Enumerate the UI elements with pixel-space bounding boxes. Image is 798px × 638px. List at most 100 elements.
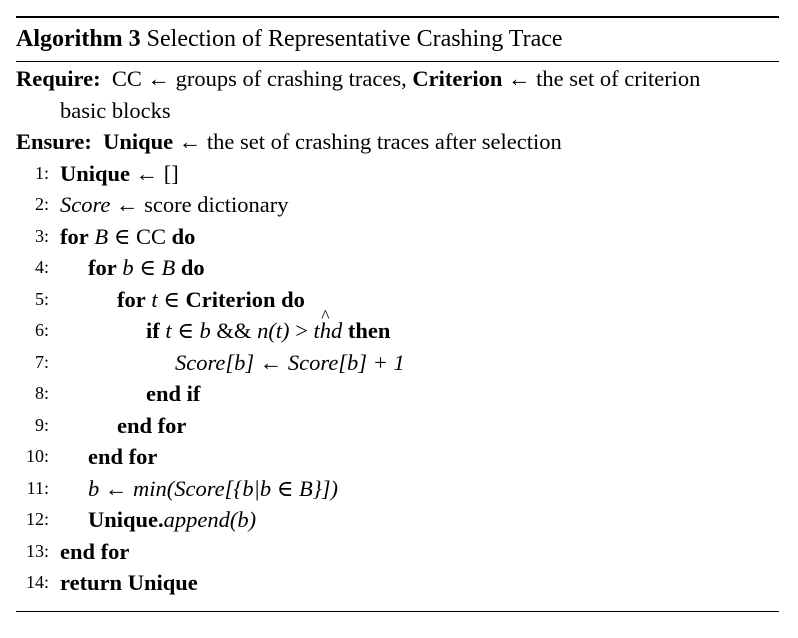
op-in: ∈: [133, 255, 162, 280]
algorithm-title: Selection of Representative Crashing Tra…: [146, 26, 563, 52]
var-t: t: [165, 318, 172, 343]
op-in: ∈: [171, 318, 200, 343]
code-line-14: 14: return Unique: [16, 567, 779, 599]
line-number: 13:: [25, 540, 49, 561]
threshold-h-hat: ^ h: [319, 306, 332, 347]
keyword-if: if: [146, 318, 160, 343]
keyword-for: for: [88, 255, 117, 280]
require-text-a: CC ← groups of crashing traces,: [111, 66, 413, 91]
in-cc: ∈ CC: [108, 223, 172, 249]
var-score: Score: [60, 192, 111, 217]
keyword-end-for: end for: [117, 412, 187, 438]
require-text-b: ← the set of criterion: [502, 66, 701, 91]
line-number: 12:: [25, 509, 49, 529]
code-line-12: 12: Unique.append(b): [16, 504, 779, 536]
threshold-h: h: [319, 318, 332, 343]
top-rule: [16, 16, 779, 18]
keyword-for: for: [117, 286, 146, 312]
line-number: 10:: [25, 446, 49, 466]
code-text: end if: [146, 378, 200, 410]
code-text: end for: [88, 441, 157, 473]
ensure-text: ← the set of crashing traces after selec…: [173, 129, 562, 154]
ensure-clause: Ensure: Unique ← the set of crashing tra…: [16, 126, 779, 158]
line-number: 7:: [34, 351, 49, 372]
op-gt: >: [289, 318, 314, 343]
code-text: Unique ← []: [60, 158, 179, 190]
code-text: b ← min(Score[{b|b ∈ B}]): [88, 473, 338, 505]
var-unique: Unique.: [88, 507, 164, 532]
algorithm-box: Algorithm 3 Selection of Representative …: [16, 16, 779, 599]
threshold-d: d: [331, 318, 343, 343]
code-text: Unique.append(b): [88, 504, 256, 536]
code-line-10: 10: end for: [16, 441, 779, 473]
var-b: b: [122, 255, 134, 280]
line-number: 14:: [25, 572, 49, 592]
code-text: end for: [60, 536, 129, 568]
algorithm-caption: Algorithm 3 Selection of Representative …: [16, 18, 779, 61]
var-threshold: t ^ hd: [313, 306, 343, 343]
keyword-return: return: [60, 570, 123, 595]
code-line-7: 7: Score[b] ← Score[b] + 1: [16, 347, 779, 379]
assign-dict: ← score dictionary: [110, 192, 289, 217]
code-line-13: 13: end for: [16, 536, 779, 568]
score-increment: Score[b] ← Score[b] + 1: [175, 349, 405, 375]
code-text: end for: [117, 410, 186, 442]
keyword-do: do: [180, 255, 205, 280]
line-number: 5:: [34, 288, 49, 309]
code-line-2: 2: Score ← score dictionary: [16, 189, 779, 221]
code-line-3: 3: for B ∈ CC do: [16, 221, 779, 253]
var-b: b: [199, 318, 211, 343]
min-selection: b ← min(Score[{b|b ∈ B}]): [88, 475, 338, 501]
require-continuation: basic blocks: [60, 97, 171, 123]
code-line-4: 4: for b ∈ B do: [16, 252, 779, 284]
code-text: for B ∈ CC do: [60, 221, 195, 253]
code-text: for b ∈ B do: [88, 252, 205, 284]
keyword-end-if: end if: [146, 381, 201, 406]
keyword-then: then: [347, 318, 391, 343]
keyword-do: do: [171, 223, 196, 249]
line-number: 3:: [34, 225, 49, 246]
var-unique: Unique: [60, 160, 131, 186]
line-number: 11:: [26, 477, 49, 498]
line-number: 4:: [34, 257, 49, 277]
hat-accent: ^: [321, 306, 330, 326]
var-B: B: [161, 255, 176, 280]
line-number: 9:: [34, 414, 49, 435]
code-line-5: 5: for t ∈ Criterion do: [16, 284, 779, 316]
var-unique: Unique: [122, 570, 198, 595]
algorithm-label: Algorithm 3: [16, 26, 141, 52]
keyword-end-for: end for: [88, 444, 158, 469]
code-text: for t ∈ Criterion do: [117, 284, 305, 316]
code-text: Score[b] ← Score[b] + 1: [175, 347, 405, 379]
line-number: 1:: [34, 162, 49, 183]
op-and: &&: [210, 318, 258, 343]
threshold-t: t: [313, 318, 320, 343]
caption-rule: [16, 61, 779, 62]
line-number: 6:: [34, 320, 49, 340]
require-criterion: Criterion: [412, 66, 503, 91]
op-in: ∈: [157, 286, 186, 312]
code-line-11: 11: b ← min(Score[{b|b ∈ B}]): [16, 473, 779, 505]
assign-empty: ← []: [130, 160, 179, 186]
expr-n-of-t: n(t): [257, 318, 290, 343]
code-line-1: 1: Unique ← []: [16, 158, 779, 190]
code-text: if t ∈ b && n(t) > t ^ hd then: [146, 306, 391, 347]
keyword-for: for: [60, 223, 89, 249]
require-clause: Require: CC ← groups of crashing traces,…: [16, 63, 779, 126]
var-t: t: [151, 286, 158, 312]
append-call: append(b): [163, 507, 257, 532]
var-criterion: Criterion: [185, 286, 276, 312]
code-line-6: 6: if t ∈ b && n(t) > t ^ hd then: [16, 306, 779, 347]
algorithm-body: Require: CC ← groups of crashing traces,…: [16, 62, 779, 599]
code-text: Score ← score dictionary: [60, 189, 288, 221]
line-number: 8:: [34, 383, 49, 403]
line-number: 2:: [34, 194, 49, 214]
ensure-keyword: Ensure:: [16, 129, 92, 154]
ensure-unique: Unique: [103, 129, 174, 154]
keyword-end-for: end for: [60, 538, 130, 564]
var-B: B: [94, 223, 109, 249]
bottom-rule: [16, 611, 779, 612]
keyword-do: do: [281, 286, 305, 312]
code-line-9: 9: end for: [16, 410, 779, 442]
